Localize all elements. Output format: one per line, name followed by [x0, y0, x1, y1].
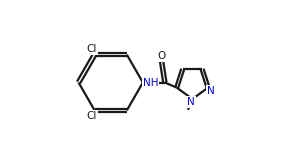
Text: N: N	[187, 97, 195, 107]
Text: NH: NH	[143, 78, 158, 87]
Text: O: O	[157, 51, 166, 61]
Text: Cl: Cl	[86, 111, 97, 121]
Text: Cl: Cl	[86, 44, 97, 54]
Text: N: N	[207, 86, 215, 96]
